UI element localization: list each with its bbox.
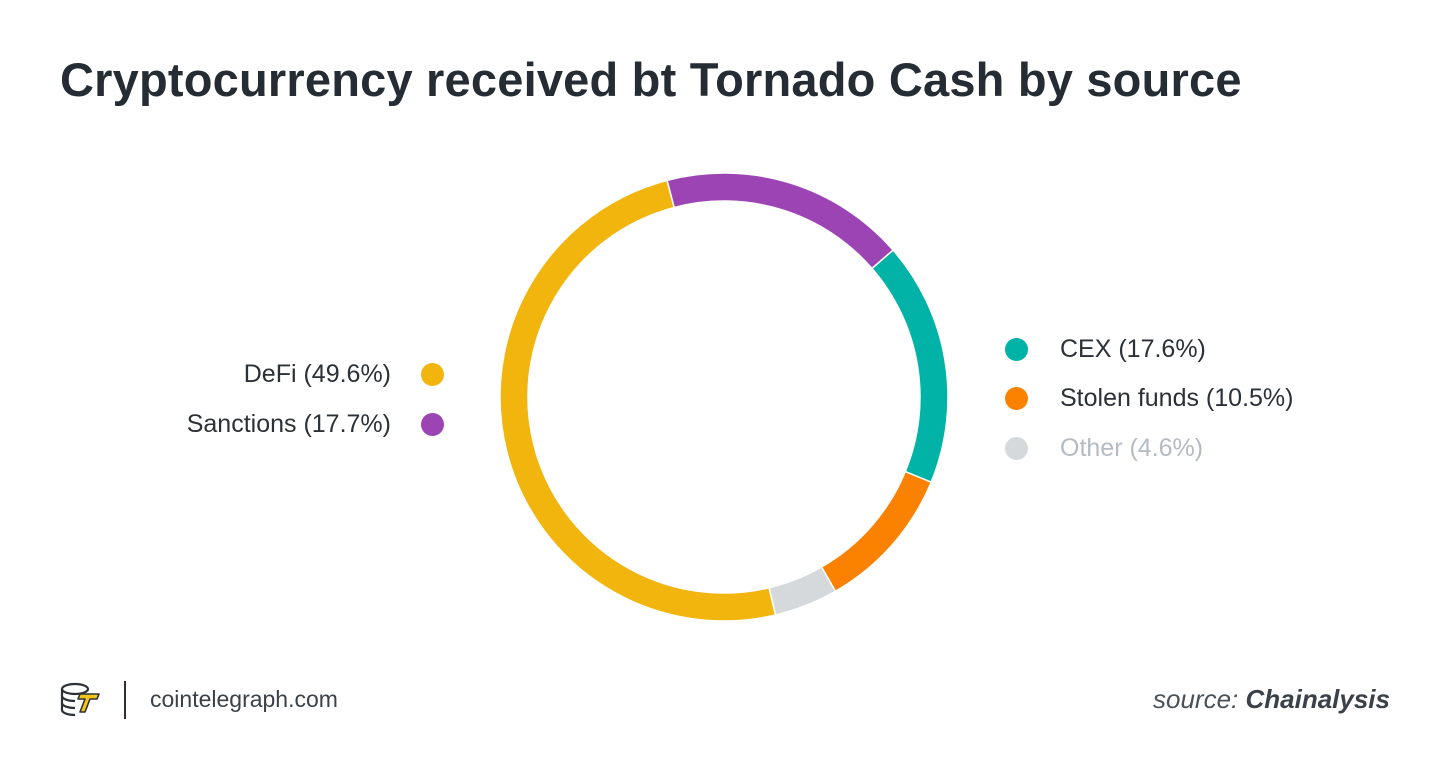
chart-title: Cryptocurrency received bt Tornado Cash …	[60, 53, 1242, 106]
donut-slice-stolen-funds	[820, 470, 933, 593]
source-prefix: source:	[1152, 684, 1246, 714]
legend-item-sanctions: Sanctions (17.7%)	[187, 410, 444, 439]
legend-right: CEX (17.6%) Stolen funds (10.5%) Other (…	[1005, 0, 1425, 781]
legend-item-other: Other (4.6%)	[1005, 434, 1203, 463]
legend-item-stolen-funds: Stolen funds (10.5%)	[1005, 384, 1293, 413]
cointelegraph-logo-icon	[60, 682, 100, 717]
legend-swatch-defi	[421, 363, 444, 386]
donut-slice-defi	[499, 179, 777, 622]
donut-slice-cex	[870, 248, 949, 484]
footer-site-link[interactable]: cointelegraph.com	[150, 686, 338, 712]
legend-swatch-other	[1005, 437, 1028, 460]
legend-item-cex: CEX (17.6%)	[1005, 335, 1206, 364]
footer-source: source: Chainalysis	[1153, 684, 1390, 715]
legend-label-stolen-funds: Stolen funds (10.5%)	[1060, 384, 1294, 412]
legend-swatch-stolen-funds	[1005, 387, 1028, 410]
legend-label-cex: CEX (17.6%)	[1060, 335, 1206, 363]
donut-slice-other	[768, 565, 837, 616]
legend-swatch-cex	[1005, 338, 1028, 361]
legend-label-sanctions: Sanctions (17.7%)	[186, 410, 391, 438]
donut-slice-sanctions	[666, 172, 895, 270]
footer-divider	[124, 681, 126, 719]
source-name: Chainalysis	[1245, 684, 1390, 714]
legend-left: DeFi (49.6%) Sanctions (17.7%)	[0, 0, 444, 781]
legend-swatch-sanctions	[421, 413, 444, 436]
legend-label-other: Other (4.6%)	[1060, 434, 1204, 462]
legend-label-defi: DeFi (49.6%)	[243, 360, 391, 388]
legend-item-defi: DeFi (49.6%)	[244, 360, 444, 389]
